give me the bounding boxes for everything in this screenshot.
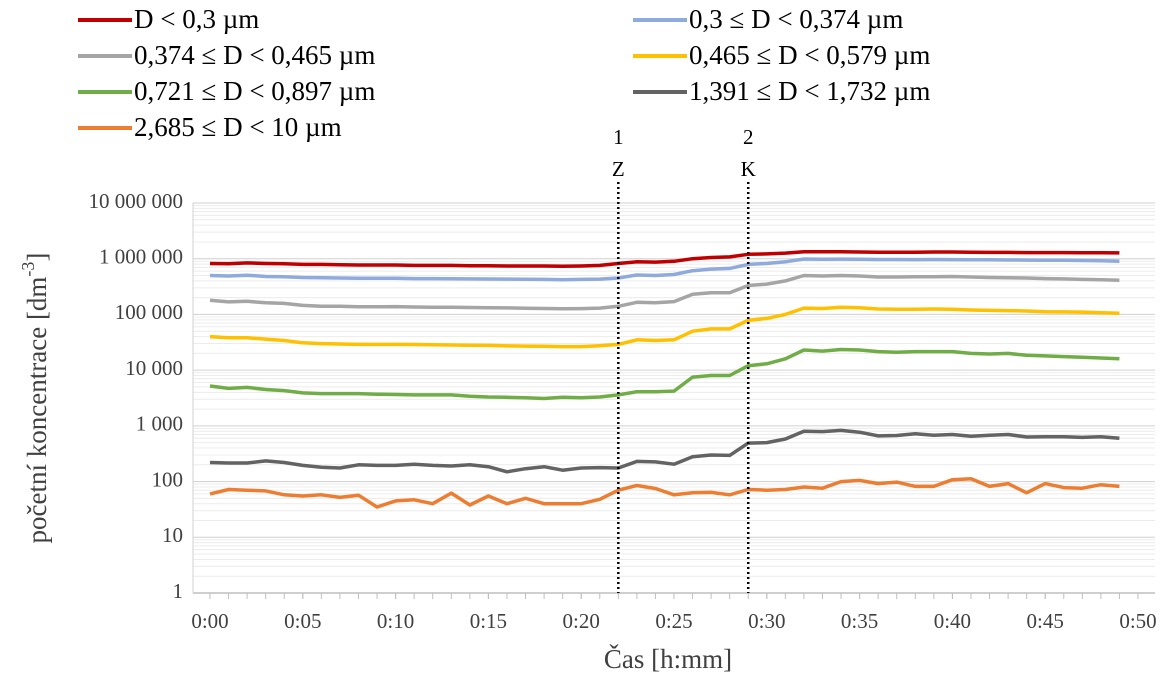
y-tick-label: 100 000 bbox=[115, 300, 183, 324]
annotation-label: 1 bbox=[613, 125, 624, 149]
series-line bbox=[209, 250, 1120, 269]
x-tick-label: 0:35 bbox=[841, 609, 878, 633]
series-line bbox=[209, 477, 1120, 509]
x-tick-label: 0:40 bbox=[934, 609, 971, 633]
y-tick-label: 1 000 000 bbox=[99, 245, 183, 269]
legend-label: 0,374 ≤ D < 0,465 µm bbox=[134, 40, 375, 70]
x-tick-label: 0:15 bbox=[470, 609, 507, 633]
legend-label: 0,3 ≤ D < 0,374 µm bbox=[689, 4, 903, 34]
x-axis-title: Čas [h:mm] bbox=[604, 644, 732, 674]
legend-label: D < 0,3 µm bbox=[134, 4, 259, 34]
x-tick-label: 0:00 bbox=[191, 609, 228, 633]
y-axis-title-sup: -3 bbox=[18, 262, 38, 277]
y-axis-title-suffix: ] bbox=[22, 253, 52, 262]
legend-label: 0,721 ≤ D < 0,897 µm bbox=[134, 76, 375, 106]
y-tick-label: 10 bbox=[162, 523, 183, 547]
series-line bbox=[209, 347, 1120, 401]
y-tick-label: 1 000 bbox=[136, 412, 183, 436]
y-axis-title: početní koncentrace [dm-3] bbox=[18, 253, 52, 544]
annotation-label: K bbox=[741, 157, 756, 181]
y-tick-label: 10 000 000 bbox=[89, 189, 184, 213]
series-line bbox=[209, 428, 1120, 474]
series-line bbox=[209, 257, 1120, 282]
x-tick-label: 0:50 bbox=[1119, 609, 1156, 633]
y-tick-label: 10 000 bbox=[125, 356, 183, 380]
y-tick-label: 100 bbox=[152, 467, 184, 491]
x-tick-label: 0:25 bbox=[655, 609, 692, 633]
x-tick-label: 0:45 bbox=[1027, 609, 1064, 633]
x-tick-label: 0:10 bbox=[377, 609, 414, 633]
x-tick-label: 0:05 bbox=[284, 609, 321, 633]
y-tick-label: 1 bbox=[173, 579, 184, 603]
series-line bbox=[209, 273, 1120, 311]
x-tick-label: 0:20 bbox=[563, 609, 600, 633]
legend-label: 2,685 ≤ D < 10 µm bbox=[134, 112, 342, 142]
x-tick-label: 0:30 bbox=[748, 609, 785, 633]
annotation-label: Z bbox=[612, 157, 625, 181]
y-axis-title-text: početní koncentrace [dm bbox=[22, 277, 52, 544]
legend-label: 0,465 ≤ D < 0,579 µm bbox=[689, 40, 930, 70]
series-line bbox=[209, 305, 1120, 349]
annotation-label: 2 bbox=[743, 125, 754, 149]
legend-label: 1,391 ≤ D < 1,732 µm bbox=[689, 76, 930, 106]
